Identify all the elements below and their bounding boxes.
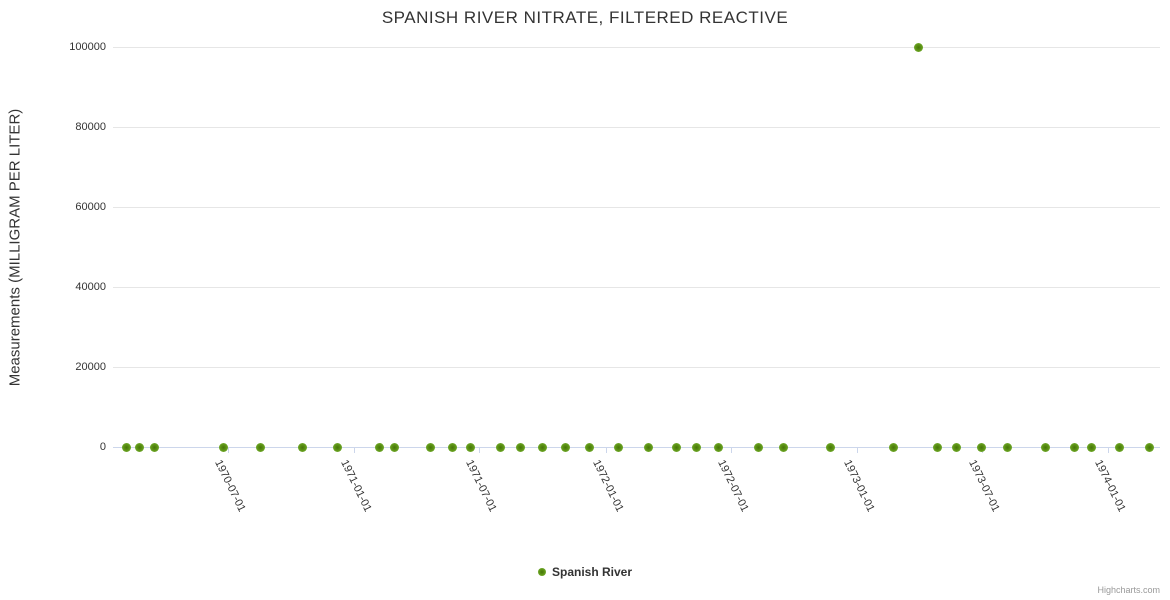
x-tick — [605, 447, 607, 453]
data-point[interactable] — [537, 442, 547, 452]
data-point[interactable] — [1041, 442, 1051, 452]
data-point[interactable] — [614, 442, 624, 452]
x-tick-label: 1973-01-01 — [841, 458, 877, 514]
x-tick-label: 1972-07-01 — [714, 458, 751, 514]
x-tick — [1108, 447, 1110, 453]
y-gridline — [113, 287, 1160, 288]
y-gridline — [113, 47, 1160, 48]
x-tick-label: 1971-07-01 — [463, 458, 499, 514]
data-point[interactable] — [466, 442, 476, 452]
data-point[interactable] — [515, 442, 525, 452]
x-tick — [354, 447, 356, 453]
data-point[interactable] — [778, 442, 788, 452]
y-tick-label: 100000 — [69, 41, 106, 53]
data-point[interactable] — [495, 442, 505, 452]
legend-label: Spanish River — [551, 565, 633, 579]
x-tick-label: 1974-01-01 — [1092, 458, 1129, 514]
data-point[interactable] — [121, 442, 131, 452]
data-point[interactable] — [218, 442, 228, 452]
y-tick-label: 20000 — [75, 361, 106, 373]
x-tick-label: 1970-07-01 — [212, 458, 248, 514]
data-point[interactable] — [1003, 442, 1013, 452]
chart-title: SPANISH RIVER NITRATE, FILTERED REACTIVE — [381, 8, 789, 27]
data-point[interactable] — [888, 442, 898, 452]
data-point[interactable] — [713, 442, 723, 452]
data-point[interactable] — [671, 442, 681, 452]
data-point[interactable] — [1145, 442, 1155, 452]
data-point[interactable] — [256, 442, 266, 452]
y-gridline — [113, 367, 1160, 368]
data-point[interactable] — [754, 442, 764, 452]
data-point[interactable] — [932, 442, 942, 452]
x-axis-line — [113, 447, 1160, 448]
data-point[interactable] — [149, 442, 159, 452]
y-tick-label: 80000 — [75, 121, 106, 133]
data-point[interactable] — [135, 442, 145, 452]
x-tick — [857, 447, 859, 453]
highcharts-credits[interactable]: Highcharts.com — [1097, 585, 1160, 595]
data-point[interactable] — [561, 442, 571, 452]
legend-item-spanish-river[interactable]: Spanish River — [537, 565, 633, 579]
data-point[interactable] — [825, 442, 835, 452]
data-point[interactable] — [976, 442, 986, 452]
data-point[interactable] — [374, 442, 384, 452]
y-gridline — [113, 127, 1160, 128]
x-tick — [227, 447, 229, 453]
plot-area — [113, 47, 1160, 448]
data-point[interactable] — [447, 442, 457, 452]
y-gridline — [113, 207, 1160, 208]
data-point[interactable] — [914, 42, 924, 52]
data-point[interactable] — [691, 442, 701, 452]
y-tick-label: 0 — [99, 441, 106, 453]
data-point[interactable] — [1114, 442, 1124, 452]
data-point[interactable] — [643, 442, 653, 452]
x-tick-label: 1972-01-01 — [589, 458, 626, 514]
data-point[interactable] — [389, 442, 399, 452]
data-point[interactable] — [585, 442, 595, 452]
legend-marker-icon — [537, 568, 546, 576]
data-point[interactable] — [298, 442, 308, 452]
data-point[interactable] — [1069, 442, 1079, 452]
y-tick-label: 60000 — [75, 201, 106, 213]
x-tick-label: 1971-01-01 — [338, 458, 375, 514]
data-point[interactable] — [951, 442, 961, 452]
y-tick-label: 40000 — [75, 281, 106, 293]
legend: Spanish River — [0, 562, 1170, 582]
data-point[interactable] — [425, 442, 435, 452]
data-point[interactable] — [1087, 442, 1097, 452]
x-tick — [730, 447, 732, 453]
data-point[interactable] — [333, 442, 343, 452]
x-tick — [478, 447, 480, 453]
x-tick-label: 1973-07-01 — [966, 458, 1002, 514]
